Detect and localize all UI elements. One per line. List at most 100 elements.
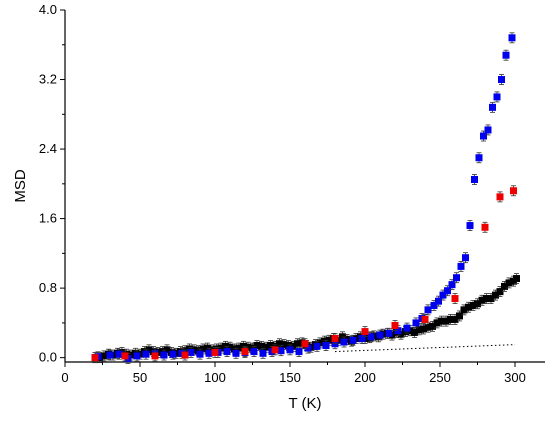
data-point bbox=[429, 322, 436, 330]
x-tick-label: 200 bbox=[354, 370, 376, 385]
data-point bbox=[508, 34, 516, 42]
data-point bbox=[411, 328, 418, 336]
data-point bbox=[340, 338, 348, 346]
data-point bbox=[367, 333, 375, 341]
data-point bbox=[430, 302, 438, 310]
data-point bbox=[505, 279, 513, 287]
data-point bbox=[462, 254, 469, 262]
data-point bbox=[349, 336, 357, 344]
data-point bbox=[456, 312, 463, 320]
series-1 bbox=[94, 32, 516, 364]
data-point bbox=[439, 291, 447, 299]
data-point bbox=[424, 323, 432, 331]
series-2 bbox=[91, 185, 517, 364]
data-point bbox=[361, 328, 369, 336]
data-point bbox=[502, 51, 510, 59]
data-point bbox=[259, 349, 267, 357]
data-point bbox=[325, 336, 333, 344]
data-point bbox=[250, 348, 258, 356]
data-point bbox=[235, 344, 243, 352]
series-group bbox=[91, 32, 520, 364]
data-point bbox=[280, 341, 288, 349]
data-point bbox=[438, 317, 445, 325]
y-tick-label: 3.2 bbox=[39, 72, 57, 87]
data-point bbox=[510, 187, 517, 195]
data-point bbox=[453, 274, 460, 282]
data-point bbox=[181, 351, 189, 359]
x-axis-title: T (K) bbox=[288, 395, 321, 412]
data-point bbox=[142, 350, 150, 358]
data-point bbox=[276, 340, 283, 348]
data-point bbox=[489, 103, 496, 111]
data-point bbox=[100, 352, 108, 360]
data-point bbox=[475, 154, 483, 162]
data-point bbox=[496, 288, 504, 296]
data-point bbox=[448, 281, 456, 289]
data-point bbox=[484, 126, 492, 134]
data-point bbox=[424, 306, 432, 314]
data-point bbox=[285, 341, 292, 349]
data-point bbox=[358, 335, 366, 343]
data-point bbox=[421, 315, 429, 323]
data-point bbox=[313, 342, 321, 350]
data-point bbox=[394, 327, 402, 335]
plot-area bbox=[64, 10, 545, 363]
data-point bbox=[501, 282, 508, 290]
data-point bbox=[442, 317, 450, 325]
data-point bbox=[231, 345, 238, 353]
data-point bbox=[226, 343, 234, 351]
axis-ticks: 0 50 100 150 200 250 300 0.0 0.8 1.6 2.4 3.2 4.0 bbox=[39, 2, 526, 385]
data-point bbox=[331, 335, 339, 343]
x-tick-label: 0 bbox=[61, 370, 68, 385]
reference-line-group bbox=[334, 344, 516, 353]
data-point bbox=[474, 300, 481, 308]
data-point bbox=[457, 262, 465, 270]
data-point bbox=[295, 348, 303, 356]
data-point bbox=[145, 346, 153, 354]
data-point bbox=[115, 350, 123, 358]
data-point bbox=[151, 352, 159, 360]
data-point bbox=[121, 352, 129, 360]
y-tick-label: 1.6 bbox=[39, 211, 57, 226]
data-point bbox=[415, 326, 423, 334]
data-point bbox=[465, 303, 472, 311]
data-point bbox=[471, 175, 478, 183]
data-point bbox=[187, 348, 195, 356]
data-point bbox=[403, 324, 411, 332]
data-point bbox=[496, 193, 504, 201]
data-point bbox=[451, 315, 459, 323]
data-point bbox=[244, 343, 252, 351]
data-point bbox=[460, 306, 468, 314]
data-point bbox=[498, 76, 505, 84]
data-point bbox=[106, 351, 114, 359]
data-point bbox=[211, 348, 219, 356]
x-tick-label: 250 bbox=[429, 370, 451, 385]
data-point bbox=[487, 295, 495, 303]
reference-dotted-line bbox=[334, 344, 516, 353]
data-point bbox=[258, 342, 265, 350]
data-point bbox=[376, 331, 384, 339]
data-point bbox=[241, 348, 249, 356]
data-point bbox=[385, 329, 393, 337]
data-point bbox=[391, 321, 399, 329]
data-point bbox=[513, 275, 520, 283]
data-point bbox=[169, 350, 177, 358]
y-tick-label: 4.0 bbox=[39, 2, 57, 17]
y-tick-label: 0.8 bbox=[39, 280, 57, 295]
data-point bbox=[444, 287, 451, 295]
data-point bbox=[420, 325, 427, 333]
data-point bbox=[435, 297, 442, 305]
data-point bbox=[304, 344, 312, 352]
data-point bbox=[466, 222, 474, 230]
data-point bbox=[447, 315, 454, 323]
data-point bbox=[493, 93, 501, 101]
data-point bbox=[478, 296, 486, 304]
data-point bbox=[217, 344, 225, 352]
x-tick-label: 150 bbox=[279, 370, 301, 385]
data-point bbox=[481, 223, 489, 231]
data-point bbox=[451, 295, 459, 303]
data-point bbox=[160, 351, 168, 359]
data-point bbox=[480, 132, 487, 140]
data-point bbox=[271, 346, 279, 354]
